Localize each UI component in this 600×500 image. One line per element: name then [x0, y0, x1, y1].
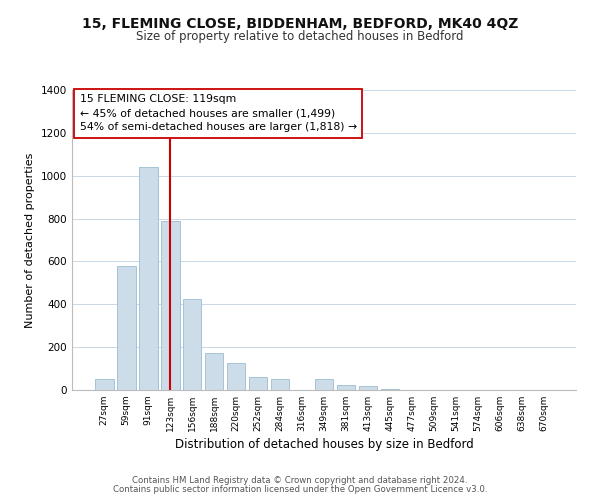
X-axis label: Distribution of detached houses by size in Bedford: Distribution of detached houses by size … [175, 438, 473, 451]
Bar [161, 220, 179, 390]
Bar [271, 380, 289, 390]
Text: Size of property relative to detached houses in Bedford: Size of property relative to detached ho… [136, 30, 464, 43]
Bar [380, 389, 399, 390]
Text: 15 FLEMING CLOSE: 119sqm
← 45% of detached houses are smaller (1,499)
54% of sem: 15 FLEMING CLOSE: 119sqm ← 45% of detach… [80, 94, 356, 132]
Text: 15, FLEMING CLOSE, BIDDENHAM, BEDFORD, MK40 4QZ: 15, FLEMING CLOSE, BIDDENHAM, BEDFORD, M… [82, 18, 518, 32]
Bar [117, 266, 136, 390]
Bar [205, 352, 223, 390]
Bar [139, 167, 158, 390]
Bar [183, 299, 202, 390]
Text: Contains public sector information licensed under the Open Government Licence v3: Contains public sector information licen… [113, 485, 487, 494]
Bar [359, 386, 377, 390]
Bar [227, 363, 245, 390]
Bar [249, 377, 268, 390]
Text: Contains HM Land Registry data © Crown copyright and database right 2024.: Contains HM Land Registry data © Crown c… [132, 476, 468, 485]
Bar [95, 380, 113, 390]
Bar [337, 384, 355, 390]
Bar [314, 380, 334, 390]
Y-axis label: Number of detached properties: Number of detached properties [25, 152, 35, 328]
